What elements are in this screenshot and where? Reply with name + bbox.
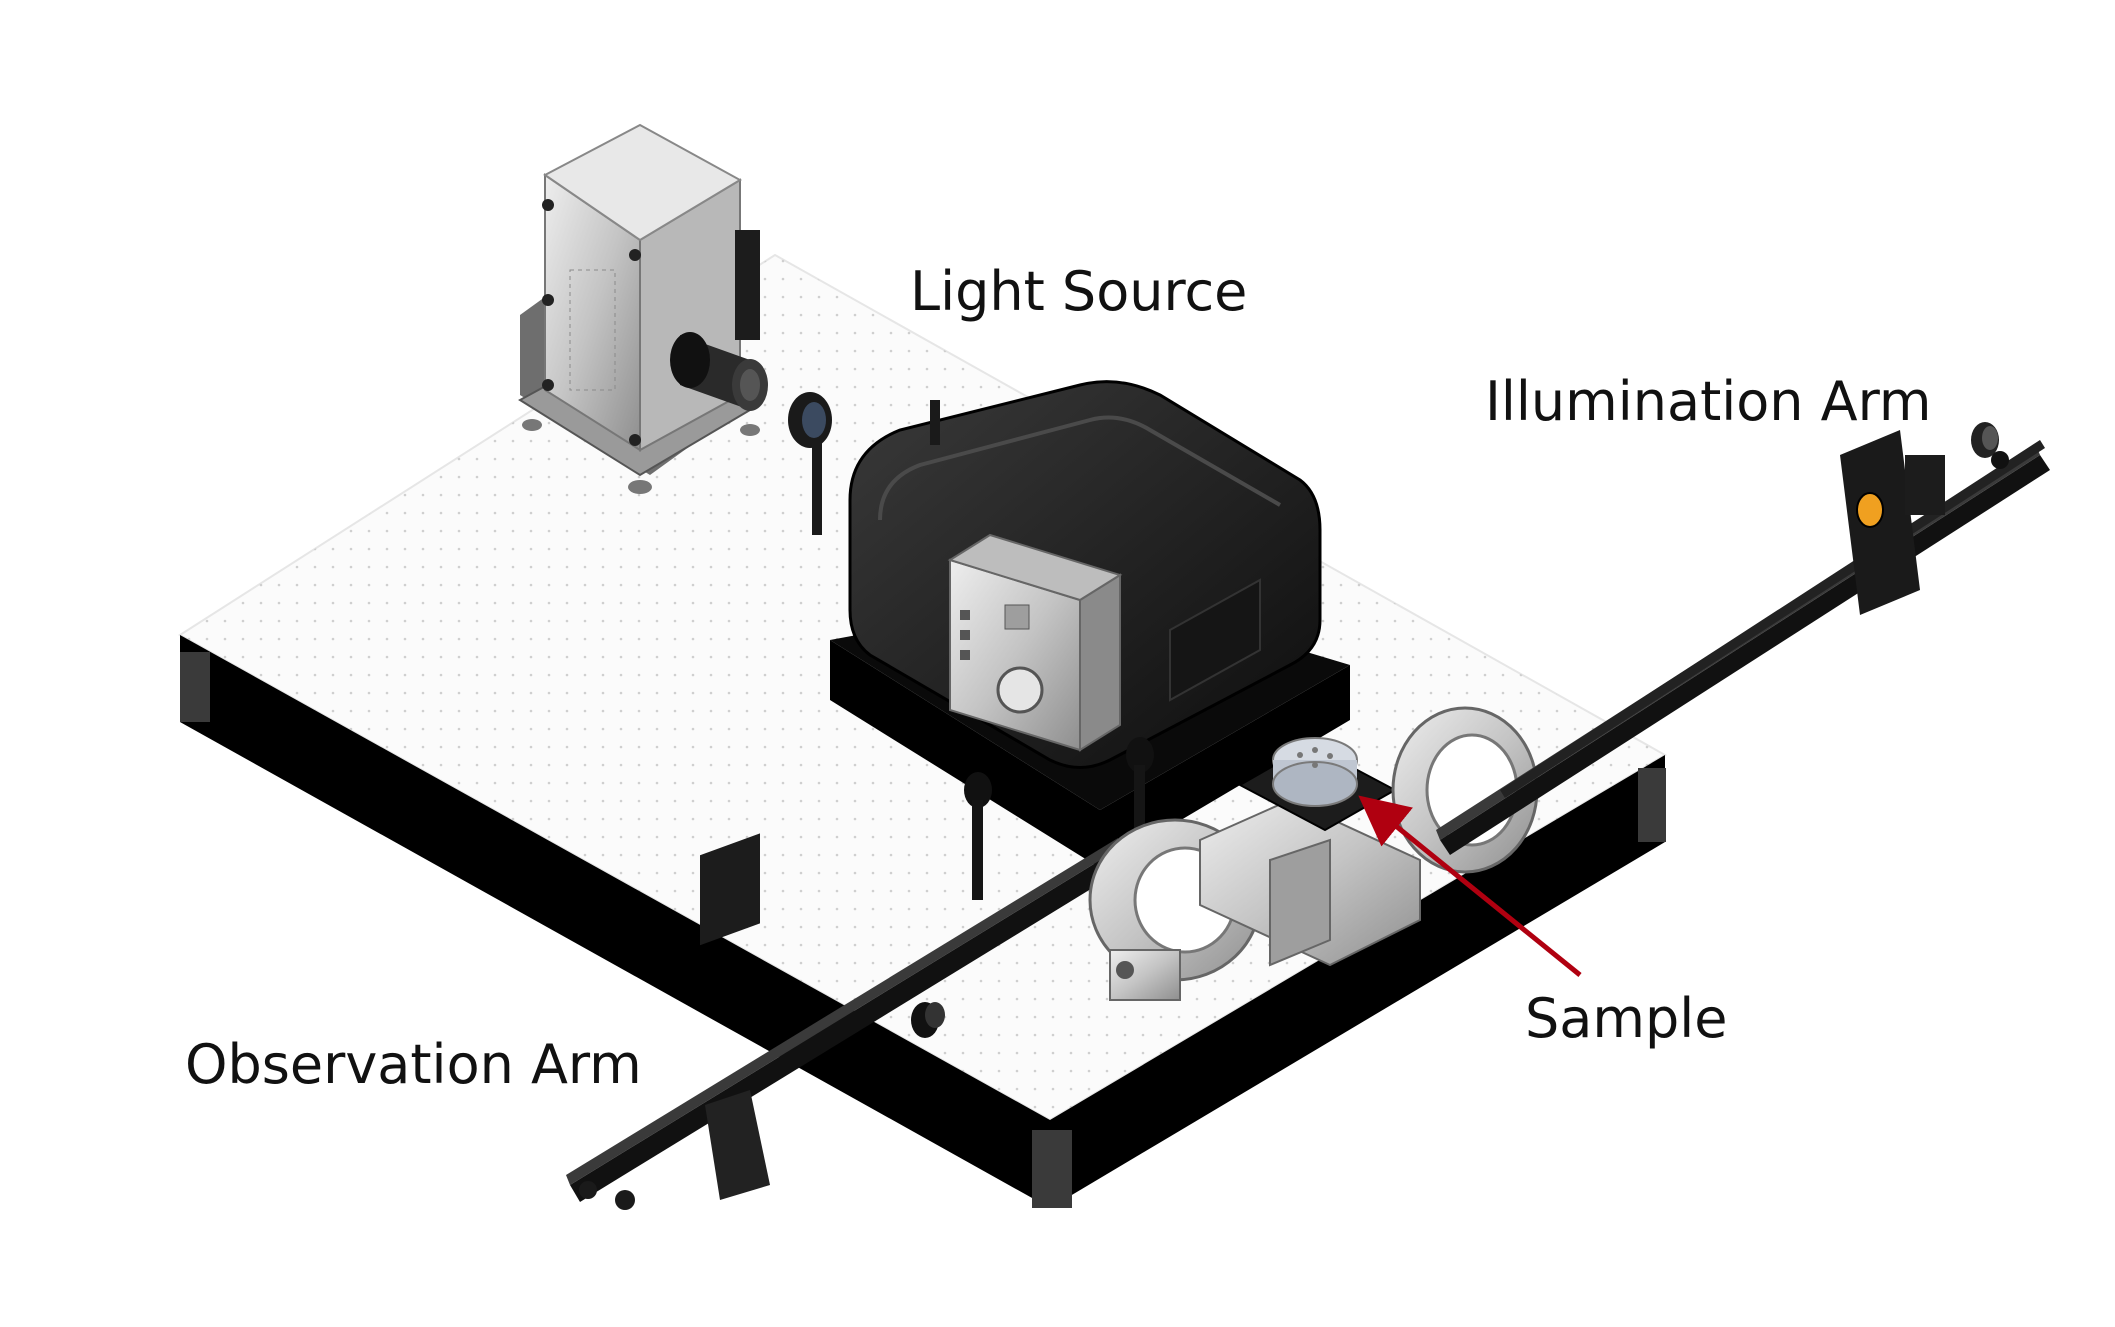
light-source-label: Light Source xyxy=(910,260,1247,323)
lamp-rear-panel xyxy=(735,230,760,340)
observation-arm-label: Observation Arm xyxy=(185,1033,642,1096)
sample-label: Sample xyxy=(1525,987,1727,1050)
illumination-arm-rail xyxy=(1436,422,2050,855)
table-leg-left xyxy=(180,652,210,722)
lamp-foot-left xyxy=(522,419,542,431)
iris-post-right xyxy=(1126,737,1154,845)
table-leg-center xyxy=(1032,1130,1072,1208)
lamp-foot-center xyxy=(628,480,652,494)
lamp-housing xyxy=(518,123,768,494)
table-side-front-right xyxy=(1050,755,1665,1208)
observation-arm-rail xyxy=(566,833,1130,1210)
goniometer-stage xyxy=(1088,706,1539,1001)
table-side-front-left xyxy=(180,635,1050,1208)
table-leg-right xyxy=(1638,768,1666,842)
illumination-arm-label: Illumination Arm xyxy=(1485,370,1931,433)
monochromator-base xyxy=(830,640,1350,868)
monochromator xyxy=(830,380,1350,868)
sample-holder-icon xyxy=(1272,737,1358,807)
sample-pointer-arrow xyxy=(1358,795,1582,977)
iris-post-left xyxy=(964,772,992,900)
lamp-vent-grid xyxy=(569,269,616,391)
lamp-foot-right xyxy=(740,424,760,436)
observation-detector-mount xyxy=(705,1090,770,1200)
goniometer-ring-right xyxy=(1391,706,1539,874)
illumination-lens-mount xyxy=(1905,422,2009,515)
lamp-body-top xyxy=(543,123,743,242)
amber-filter-icon xyxy=(1856,492,1884,528)
lamp-output-lens-icon xyxy=(670,332,768,411)
condenser-lens-post xyxy=(788,392,832,535)
observation-iris xyxy=(911,1002,945,1038)
illumination-filter-mount xyxy=(1840,430,1920,615)
detector-port-icon xyxy=(996,666,1044,714)
